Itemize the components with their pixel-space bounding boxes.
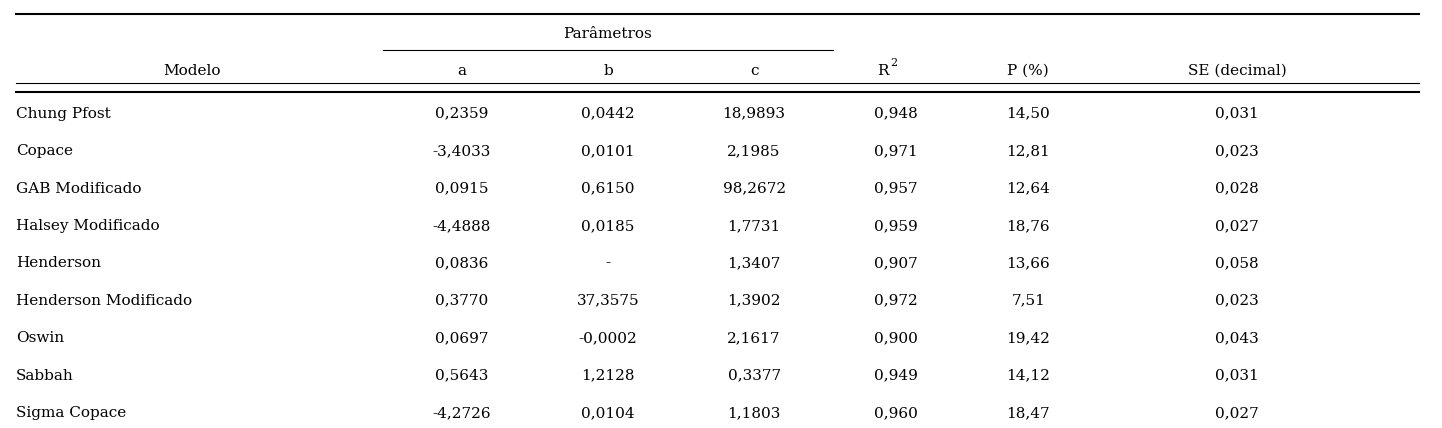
Text: 0,0185: 0,0185	[581, 219, 634, 233]
Text: 0,043: 0,043	[1216, 331, 1259, 345]
Text: 0,0104: 0,0104	[581, 406, 634, 420]
Text: 0,0836: 0,0836	[435, 256, 489, 270]
Text: SE (decimal): SE (decimal)	[1188, 64, 1286, 78]
Text: b: b	[603, 64, 613, 78]
Text: Copace: Copace	[16, 144, 72, 158]
Text: 12,64: 12,64	[1007, 181, 1050, 196]
Text: 18,76: 18,76	[1007, 219, 1050, 233]
Text: 0,031: 0,031	[1216, 107, 1259, 121]
Text: -0,0002: -0,0002	[578, 331, 637, 345]
Text: 37,3575: 37,3575	[577, 294, 639, 308]
Text: Henderson Modificado: Henderson Modificado	[16, 294, 192, 308]
Text: -3,4033: -3,4033	[433, 144, 492, 158]
Text: 19,42: 19,42	[1007, 331, 1050, 345]
Text: P (%): P (%)	[1008, 64, 1050, 78]
Text: 0,3770: 0,3770	[435, 294, 489, 308]
Text: 0,3377: 0,3377	[728, 369, 780, 383]
Text: 18,9893: 18,9893	[722, 107, 786, 121]
Text: Sigma Copace: Sigma Copace	[16, 406, 125, 420]
Text: 0,0101: 0,0101	[581, 144, 634, 158]
Text: 0,027: 0,027	[1216, 219, 1259, 233]
Text: 0,971: 0,971	[874, 144, 917, 158]
Text: 0,027: 0,027	[1216, 406, 1259, 420]
Text: 12,81: 12,81	[1007, 144, 1050, 158]
Text: 14,50: 14,50	[1007, 107, 1050, 121]
Text: 0,023: 0,023	[1216, 144, 1259, 158]
Text: 2,1617: 2,1617	[727, 331, 782, 345]
Text: 0,058: 0,058	[1216, 256, 1259, 270]
Text: 0,2359: 0,2359	[435, 107, 489, 121]
Text: 14,12: 14,12	[1007, 369, 1050, 383]
Text: -4,4888: -4,4888	[433, 219, 492, 233]
Text: 0,959: 0,959	[874, 219, 917, 233]
Text: R: R	[877, 64, 888, 78]
Text: -: -	[606, 256, 610, 270]
Text: c: c	[750, 64, 758, 78]
Text: 0,960: 0,960	[874, 406, 917, 420]
Text: 7,51: 7,51	[1011, 294, 1045, 308]
Text: 0,6150: 0,6150	[581, 181, 634, 196]
Text: 0,949: 0,949	[874, 369, 917, 383]
Text: 0,0442: 0,0442	[581, 107, 634, 121]
Text: 0,023: 0,023	[1216, 294, 1259, 308]
Text: 0,957: 0,957	[874, 181, 917, 196]
Text: 13,66: 13,66	[1007, 256, 1050, 270]
Text: 1,3902: 1,3902	[727, 294, 782, 308]
Text: 0,907: 0,907	[874, 256, 917, 270]
Text: Chung Pfost: Chung Pfost	[16, 107, 111, 121]
Text: 18,47: 18,47	[1007, 406, 1050, 420]
Text: -4,2726: -4,2726	[433, 406, 492, 420]
Text: 1,1803: 1,1803	[727, 406, 780, 420]
Text: 98,2672: 98,2672	[722, 181, 786, 196]
Text: Halsey Modificado: Halsey Modificado	[16, 219, 160, 233]
Text: Modelo: Modelo	[163, 64, 221, 78]
Text: Henderson: Henderson	[16, 256, 101, 270]
Text: 0,972: 0,972	[874, 294, 917, 308]
Text: 1,3407: 1,3407	[727, 256, 780, 270]
Text: 2,1985: 2,1985	[727, 144, 780, 158]
Text: 0,948: 0,948	[874, 107, 917, 121]
Text: 2: 2	[890, 57, 897, 68]
Text: GAB Modificado: GAB Modificado	[16, 181, 141, 196]
Text: Parâmetros: Parâmetros	[564, 27, 652, 41]
Text: Sabbah: Sabbah	[16, 369, 74, 383]
Text: 0,900: 0,900	[874, 331, 917, 345]
Text: 1,2128: 1,2128	[581, 369, 634, 383]
Text: 0,0915: 0,0915	[435, 181, 489, 196]
Text: Oswin: Oswin	[16, 331, 63, 345]
Text: 0,5643: 0,5643	[435, 369, 489, 383]
Text: a: a	[457, 64, 466, 78]
Text: 0,028: 0,028	[1216, 181, 1259, 196]
Text: 0,0697: 0,0697	[435, 331, 489, 345]
Text: 0,031: 0,031	[1216, 369, 1259, 383]
Text: 1,7731: 1,7731	[727, 219, 780, 233]
